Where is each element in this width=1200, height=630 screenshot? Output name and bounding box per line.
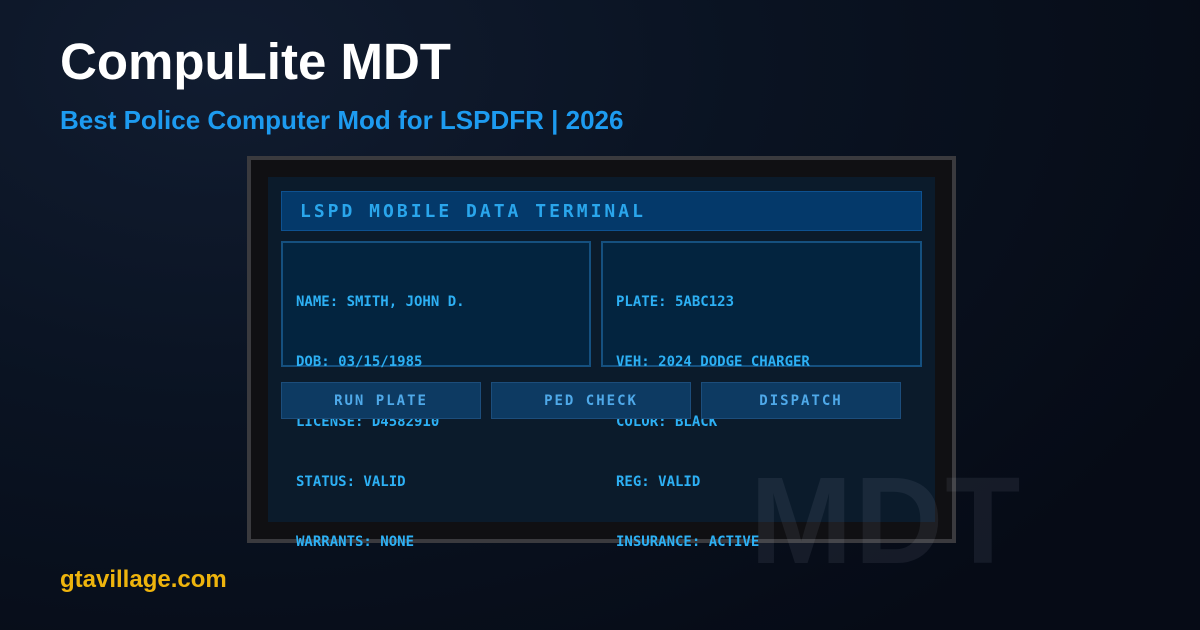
person-record-box: NAME: SMITH, JOHN D. DOB: 03/15/1985 LIC…	[281, 241, 591, 550]
record-line: PLATE: 5ABC123	[616, 294, 735, 310]
ped-check-button[interactable]: PED CHECK	[491, 382, 691, 419]
dispatch-button[interactable]: DISPATCH	[701, 382, 901, 419]
vehicle-record-box: PLATE: 5ABC123 VEH: 2024 DODGE CHARGER C…	[601, 241, 922, 550]
record-line: DOB: 03/15/1985	[296, 354, 423, 370]
record-line: NAME: SMITH, JOHN D.	[296, 294, 465, 310]
record-line: REG: VALID	[616, 474, 701, 490]
terminal-button-row: RUN PLATE PED CHECK DISPATCH	[281, 382, 922, 419]
records-row: NAME: SMITH, JOHN D. DOB: 03/15/1985 LIC…	[281, 241, 922, 550]
record-line: VEH: 2024 DODGE CHARGER	[616, 354, 810, 370]
run-plate-button[interactable]: RUN PLATE	[281, 382, 481, 419]
record-line: WARRANTS: NONE	[296, 534, 415, 550]
terminal-title-bar: LSPD MOBILE DATA TERMINAL	[281, 191, 922, 231]
site-credit: gtavillage.com	[60, 566, 227, 593]
record-line: INSURANCE: ACTIVE	[616, 534, 760, 550]
mdt-screen: LSPD MOBILE DATA TERMINAL NAME: SMITH, J…	[268, 177, 935, 550]
mdt-panel-frame: LSPD MOBILE DATA TERMINAL NAME: SMITH, J…	[247, 156, 956, 550]
terminal-title: LSPD MOBILE DATA TERMINAL	[300, 200, 646, 222]
record-line: STATUS: VALID	[296, 474, 406, 490]
page-subtitle: Best Police Computer Mod for LSPDFR | 20…	[60, 105, 624, 135]
page-title: CompuLite MDT	[60, 33, 451, 90]
